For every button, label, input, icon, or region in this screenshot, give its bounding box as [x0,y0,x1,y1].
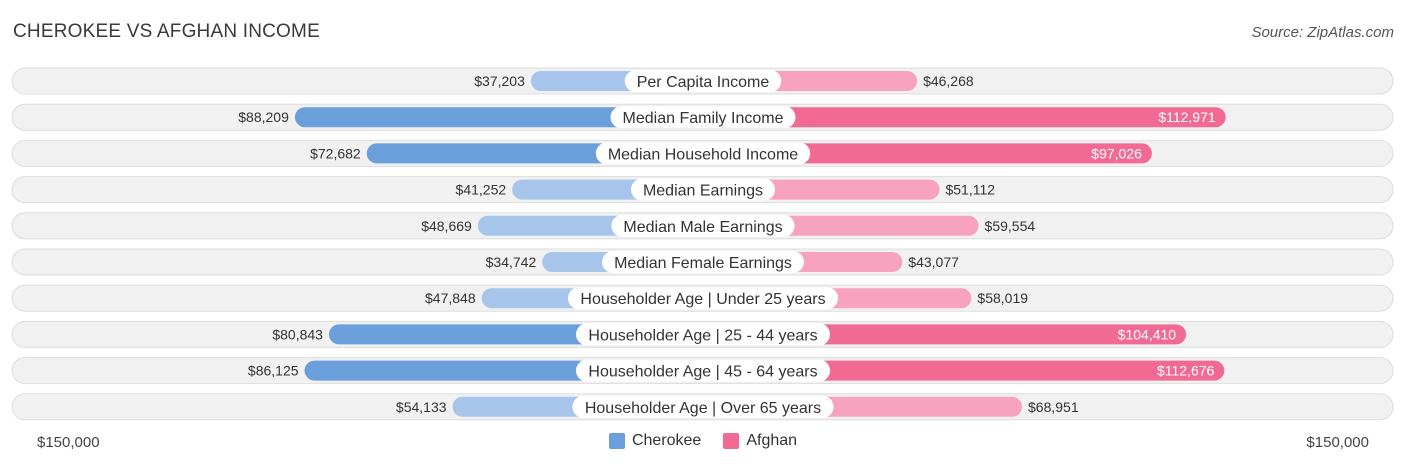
axis-label-left: $150,000 [37,434,100,451]
bar-afghan [703,107,1226,128]
category-label: Householder Age | Under 25 years [580,291,825,308]
axis-label-right: $150,000 [1306,434,1369,451]
category-label: Householder Age | 25 - 44 years [588,327,817,344]
value-label-cherokee: $88,209 [238,109,289,125]
source-label: Source: ZipAtlas.com [1251,24,1394,41]
value-label-cherokee: $34,742 [486,254,537,270]
bar-afghan [703,360,1225,381]
value-label-cherokee: $47,848 [425,290,476,306]
legend-swatch-afghan [723,433,740,449]
legend-label-afghan: Afghan [746,432,798,449]
chart-title: CHEROKEE VS AFGHAN INCOME [13,21,320,42]
bar-afghan [703,143,1152,164]
category-label: Median Household Income [608,146,798,163]
category-pill [595,142,811,165]
category-pill [630,178,776,201]
category-label: Householder Age | 45 - 64 years [588,364,817,381]
value-label-cherokee: $72,682 [310,145,361,161]
value-label-afghan: $59,554 [985,218,1036,234]
legend-item-cherokee[interactable]: Cherokee [608,432,702,450]
value-label-cherokee: $48,669 [421,218,472,234]
value-label-cherokee: $54,133 [396,399,447,415]
category-pill [611,214,795,237]
category-pill [602,251,804,273]
category-pill [572,395,834,418]
category-label: Median Earnings [643,183,763,200]
legend-label-cherokee: Cherokee [631,432,702,449]
value-label-afghan: $112,676 [1157,363,1215,379]
category-label: Per Capita Income [637,74,770,91]
category-label: Median Male Earnings [623,219,782,236]
value-label-afghan: $68,951 [1028,399,1079,415]
value-label-cherokee: $41,252 [456,182,507,198]
value-label-afghan: $43,077 [908,254,959,270]
value-label-cherokee: $80,843 [272,326,323,342]
value-label-afghan: $58,019 [977,290,1028,306]
value-label-afghan: $46,268 [923,73,974,89]
value-label-afghan: $112,971 [1158,109,1216,125]
category-label: Median Family Income [623,110,784,127]
value-label-afghan: $51,112 [945,182,995,198]
value-label-afghan: $97,026 [1091,145,1142,161]
category-pill [575,323,831,346]
category-pill [610,106,796,129]
legend-item-afghan[interactable]: Afghan [723,432,797,450]
category-pill [575,359,831,382]
value-label-cherokee: $37,203 [474,73,525,89]
category-label: Median Female Earnings [614,255,792,272]
legend: Cherokee Afghan [0,432,1406,450]
bar-cherokee [294,107,703,128]
value-label-cherokee: $86,125 [248,363,299,379]
category-pill [624,70,782,92]
value-label-afghan: $104,410 [1118,326,1177,342]
category-label: Householder Age | Over 65 years [585,400,821,417]
legend-swatch-cherokee [608,433,625,449]
category-pill [567,287,839,310]
